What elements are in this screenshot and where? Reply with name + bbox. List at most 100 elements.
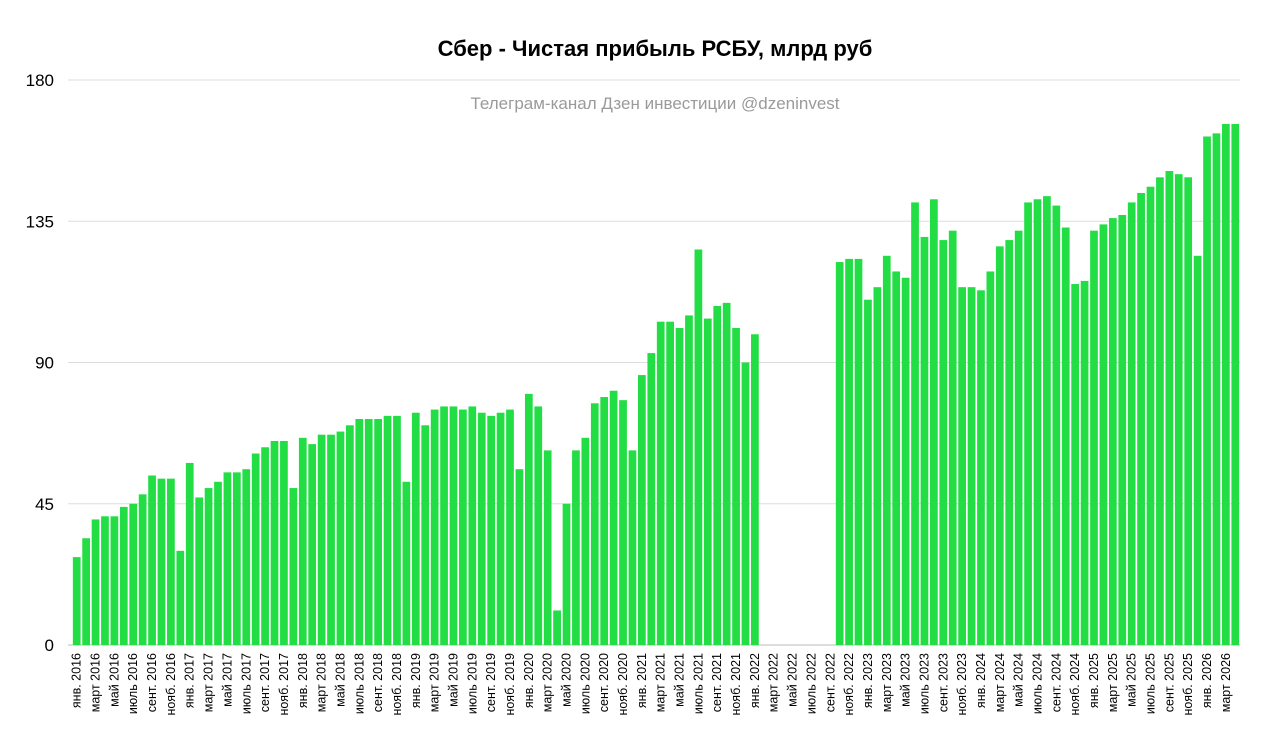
x-tick-label: май 2020 (560, 653, 574, 707)
x-tick-label: сент. 2021 (710, 653, 724, 712)
x-tick-label: май 2023 (899, 653, 913, 707)
bar (1174, 174, 1183, 646)
bar (459, 409, 467, 645)
x-axis: янв. 2016 март 2016 май 2016 июль 2016 сент.… (70, 653, 1233, 716)
bar (930, 199, 938, 645)
bar (553, 610, 561, 645)
bar (129, 503, 138, 645)
bar (1212, 133, 1221, 646)
bar (977, 290, 985, 645)
x-tick-label: июль 2021 (691, 653, 705, 714)
y-tick-label: 135 (26, 212, 54, 231)
x-tick-label: янв. 2025 (1087, 653, 1101, 708)
bar (1193, 255, 1202, 645)
x-tick-label: янв. 2019 (409, 653, 423, 708)
y-tick-label: 45 (35, 495, 54, 514)
x-tick-label: нояб. 2022 (842, 653, 856, 716)
bar (1033, 199, 1042, 645)
bar (948, 230, 957, 646)
bar (91, 519, 100, 645)
bar (1231, 123, 1240, 645)
bar (619, 400, 627, 645)
bar (195, 497, 204, 645)
bar (261, 447, 269, 645)
bar (204, 488, 213, 645)
x-tick-label: сент. 2018 (371, 653, 385, 712)
bar (1005, 240, 1014, 645)
x-tick-label: март 2017 (202, 653, 216, 712)
bar (1108, 218, 1117, 646)
bar (148, 475, 156, 645)
x-tick-label: сент. 2017 (258, 653, 272, 712)
bar (515, 469, 524, 645)
x-tick-label: нояб. 2025 (1181, 653, 1195, 716)
x-tick-label: нояб. 2019 (503, 653, 517, 716)
bar (835, 262, 844, 645)
bar (958, 287, 966, 645)
x-tick-label: янв. 2023 (861, 653, 875, 708)
bar (72, 557, 81, 645)
bar (364, 419, 373, 645)
bar (411, 412, 420, 645)
bar (1090, 230, 1098, 646)
x-tick-label: май 2018 (333, 653, 347, 707)
bar (685, 315, 693, 645)
chart-subtitle: Телеграм-канал Дзен инвестиции @dzeninve… (470, 94, 840, 113)
bar (449, 406, 458, 645)
x-tick-label: июль 2024 (1030, 653, 1044, 714)
x-tick-label: сент. 2024 (1049, 653, 1063, 712)
bar (110, 516, 119, 645)
x-tick-label: сент. 2019 (484, 653, 498, 712)
bar (1080, 280, 1089, 645)
x-tick-label: март 2022 (767, 653, 781, 712)
x-tick-label: янв. 2026 (1200, 653, 1214, 708)
x-tick-label: июль 2018 (352, 653, 366, 714)
bar (892, 271, 901, 645)
bar (496, 412, 505, 645)
bar (308, 444, 317, 645)
bar (939, 240, 948, 645)
bar (214, 481, 222, 645)
x-tick-label: май 2019 (446, 653, 460, 707)
bar (1024, 202, 1032, 646)
bar (317, 434, 326, 645)
bar (477, 412, 486, 645)
bar (176, 550, 185, 645)
bar (845, 258, 853, 645)
bar (251, 453, 260, 645)
x-tick-label: сент. 2016 (145, 653, 159, 712)
bar (524, 393, 533, 645)
bar (722, 302, 731, 645)
bar (1137, 193, 1145, 645)
bar (1043, 196, 1051, 645)
x-tick-label: июль 2016 (126, 653, 140, 714)
bar (1165, 171, 1174, 645)
bar (393, 415, 401, 645)
x-tick-label: март 2016 (89, 653, 103, 712)
x-tick-label: март 2024 (993, 653, 1007, 712)
bar (562, 503, 571, 645)
bar (967, 287, 976, 645)
x-tick-label: нояб. 2021 (729, 653, 743, 716)
bar (402, 481, 411, 645)
bar (82, 538, 90, 645)
bar (1014, 230, 1023, 646)
bar (440, 406, 448, 645)
y-axis: 0 45 90 135 180 (26, 71, 54, 655)
bar (873, 287, 882, 645)
bar (232, 472, 241, 645)
y-tick-label: 90 (35, 354, 54, 373)
bar (666, 321, 674, 645)
bar (421, 425, 430, 645)
x-tick-label: июль 2022 (804, 653, 818, 714)
bar (167, 478, 175, 645)
bar (609, 390, 618, 645)
x-tick-label: нояб. 2017 (277, 653, 291, 716)
bar (864, 299, 872, 645)
bar (280, 440, 288, 645)
bar (647, 353, 656, 645)
bar (289, 488, 298, 645)
bar (506, 409, 514, 645)
bar (703, 318, 712, 645)
